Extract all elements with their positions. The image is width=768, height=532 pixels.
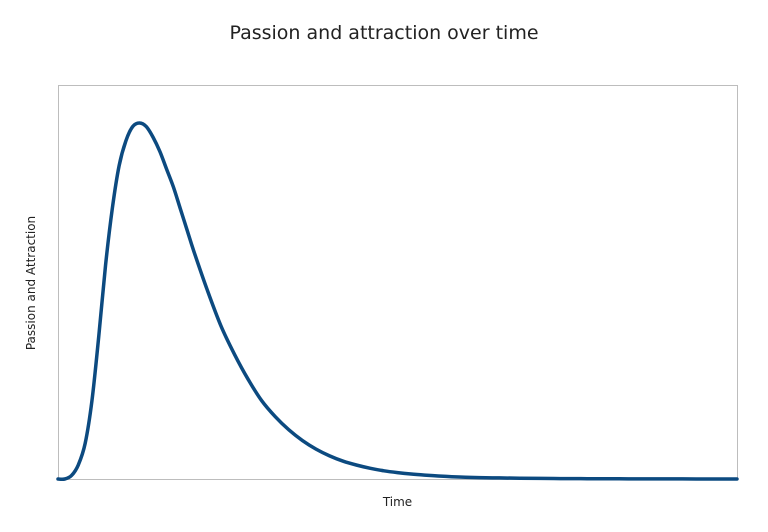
- plot-area-frame: [58, 85, 738, 480]
- series-line-0: [56, 121, 739, 482]
- chart-title: Passion and attraction over time: [229, 22, 539, 44]
- series-layer: [56, 121, 739, 482]
- x-axis-label: Time: [382, 495, 413, 509]
